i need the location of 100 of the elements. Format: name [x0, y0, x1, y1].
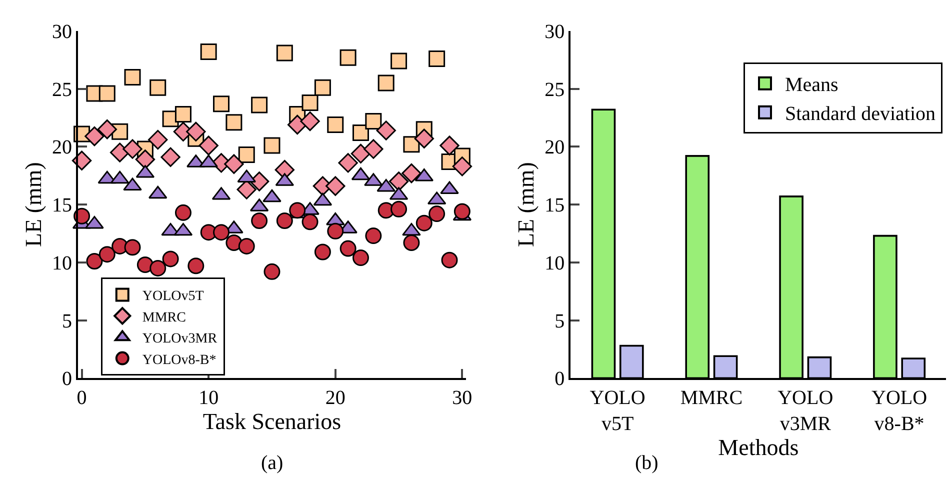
y-tick-label: 25 — [52, 78, 72, 101]
point — [98, 246, 116, 263]
y-tick-label: 15 — [544, 194, 565, 217]
y-tick-label: 5 — [554, 310, 565, 332]
y-tick-label: 0 — [62, 368, 72, 390]
point — [150, 79, 166, 96]
y-tick-label: 20 — [544, 136, 565, 159]
point — [213, 224, 230, 241]
point — [440, 136, 460, 156]
point — [251, 96, 268, 114]
legend-label: YOLOv8-B* — [142, 352, 216, 368]
point — [350, 144, 371, 164]
point — [97, 119, 117, 140]
point — [402, 163, 422, 184]
y-tick-label: 15 — [52, 194, 72, 217]
point — [452, 156, 472, 176]
legend-label: Means — [784, 74, 839, 96]
y-tick-label: 0 — [554, 368, 565, 390]
point — [238, 146, 255, 164]
y-axis-title: LE (mm) — [20, 162, 46, 248]
point — [136, 256, 154, 273]
point — [289, 202, 306, 219]
point — [124, 69, 141, 86]
x-tick-label: 10 — [198, 387, 219, 410]
point — [416, 214, 432, 232]
point — [338, 153, 358, 173]
legend-label: YOLOv3MR — [142, 332, 218, 347]
point — [454, 203, 470, 220]
x-tick-label: 30 — [452, 387, 472, 410]
point — [340, 240, 356, 257]
y-tick-label: 30 — [52, 20, 72, 43]
y-tick-label: 10 — [52, 252, 72, 274]
point — [414, 128, 434, 148]
point — [314, 79, 331, 96]
point — [352, 124, 369, 142]
legend-label: MMRC — [142, 310, 186, 326]
point — [403, 234, 420, 251]
point — [376, 120, 396, 140]
x-tick-label: YOLOv5T — [590, 387, 646, 436]
point — [327, 116, 344, 133]
point — [86, 253, 103, 270]
x-axis-title: Methods — [718, 435, 799, 460]
point — [302, 214, 318, 230]
point — [365, 112, 382, 130]
point — [84, 126, 104, 146]
point — [162, 250, 179, 268]
point — [124, 239, 141, 256]
point — [251, 212, 268, 230]
legend-label: Standard deviation — [784, 103, 936, 126]
point — [160, 147, 180, 167]
point — [264, 137, 280, 154]
point — [200, 44, 217, 60]
point — [428, 50, 446, 67]
point — [226, 234, 242, 251]
x-axis-title: Task Scenarios — [202, 409, 342, 434]
y-tick-label: 25 — [544, 78, 565, 101]
point — [314, 244, 331, 260]
point — [213, 96, 230, 112]
point — [174, 106, 192, 123]
y-tick-label: 10 — [544, 252, 565, 274]
point — [340, 49, 356, 66]
point — [327, 222, 344, 240]
point — [300, 111, 320, 132]
point — [224, 154, 244, 174]
point — [148, 130, 168, 150]
point — [150, 260, 166, 276]
point — [264, 263, 280, 280]
point — [226, 114, 242, 131]
point — [276, 212, 293, 230]
point — [390, 52, 408, 70]
point — [174, 204, 192, 221]
x-tick-label: YOLOv3MR — [778, 387, 834, 436]
x-tick-label: 20 — [325, 387, 346, 410]
point — [122, 139, 142, 159]
point — [186, 122, 206, 142]
point — [378, 74, 394, 92]
point — [302, 94, 318, 111]
x-tick-label: YOLOv8-B* — [872, 387, 928, 436]
point — [198, 136, 218, 156]
point — [352, 250, 369, 266]
point — [441, 252, 458, 268]
point — [365, 228, 382, 244]
point — [287, 114, 308, 135]
point — [428, 206, 446, 222]
text: (b) — [635, 452, 658, 474]
y-tick-label: 20 — [52, 136, 72, 159]
text: (a) — [261, 452, 284, 474]
legend-label: YOLOv5T — [142, 289, 204, 304]
point — [98, 85, 116, 102]
point — [188, 258, 204, 274]
point — [135, 150, 156, 170]
x-tick-label: 0 — [76, 387, 87, 410]
point — [403, 136, 420, 153]
point — [390, 200, 408, 218]
point — [249, 172, 270, 192]
point — [238, 238, 255, 254]
point — [72, 150, 92, 170]
y-tick-label: 30 — [544, 20, 565, 43]
point — [276, 44, 293, 62]
x-tick-label: MMRC — [680, 387, 743, 410]
